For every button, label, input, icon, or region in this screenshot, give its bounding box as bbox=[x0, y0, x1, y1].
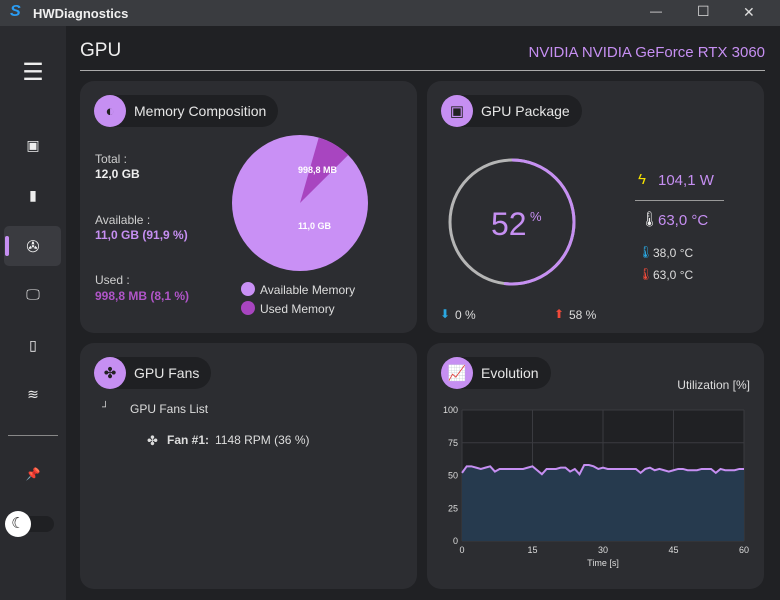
page-title: GPU bbox=[80, 40, 122, 61]
legend-available: Available Memory bbox=[260, 283, 356, 297]
gpu-fans-card: ✤ GPU Fans ┘ GPU Fans List ✤ Fan #1: 114… bbox=[80, 343, 417, 589]
theme-toggle[interactable]: ☾ bbox=[5, 511, 54, 537]
pie-label-available: 11,0 GB bbox=[298, 221, 332, 231]
package-divider bbox=[635, 200, 724, 201]
x-axis-label: Time [s] bbox=[587, 558, 619, 568]
app-title: HWDiagnostics bbox=[33, 6, 129, 21]
card-title: Memory Composition bbox=[134, 103, 267, 119]
legend-swatch-available bbox=[241, 282, 255, 296]
area-chart-icon: 📈 bbox=[441, 357, 473, 389]
load-value: 52 bbox=[491, 206, 527, 242]
temp-value: 63,0 °C bbox=[658, 212, 709, 229]
utilization-area bbox=[462, 465, 744, 541]
header-divider bbox=[80, 70, 765, 71]
gauge-fill bbox=[448, 158, 576, 286]
fan-item-icon: ✤ bbox=[147, 433, 158, 448]
card-title: GPU Fans bbox=[134, 365, 200, 381]
fans-list-label[interactable]: GPU Fans List bbox=[130, 402, 209, 416]
load-gauge bbox=[448, 158, 576, 286]
card-title: GPU Package bbox=[481, 103, 570, 119]
memory-composition-card: ◐ Memory Composition Total : 12,0 GB Ava… bbox=[80, 81, 417, 333]
y-tick-label: 25 bbox=[448, 503, 458, 513]
pie-label-used: 998,8 MB bbox=[298, 165, 338, 175]
minimize-button[interactable]: — bbox=[650, 4, 662, 18]
gpu-icon[interactable]: ✇ bbox=[26, 239, 40, 256]
card-title: Evolution bbox=[481, 365, 539, 381]
x-tick-label: 15 bbox=[527, 545, 537, 555]
min-load: 0 % bbox=[455, 308, 476, 322]
app-logo-icon: S bbox=[10, 3, 21, 20]
close-button[interactable]: ✕ bbox=[743, 4, 755, 20]
temp-max: 63,0 °C bbox=[653, 268, 694, 282]
fan-name: Fan #1: bbox=[167, 433, 210, 447]
active-indicator bbox=[5, 236, 9, 256]
pie-chart-icon: ◐ bbox=[94, 95, 126, 127]
device-name: NVIDIA NVIDIA GeForce RTX 3060 bbox=[528, 44, 765, 61]
memory-icon[interactable]: ▮ bbox=[29, 187, 37, 203]
pie-slice-used bbox=[300, 137, 349, 203]
x-tick-label: 45 bbox=[668, 545, 678, 555]
title-bar: S HWDiagnostics — ☐ ✕ bbox=[0, 0, 780, 26]
x-tick-label: 30 bbox=[598, 545, 608, 555]
maximize-button[interactable]: ☐ bbox=[697, 3, 710, 19]
total-value: 12,0 GB bbox=[95, 167, 140, 181]
fan-value: 1148 RPM (36 %) bbox=[215, 433, 310, 447]
menu-icon[interactable]: ☰ bbox=[22, 59, 44, 86]
x-tick-label: 0 bbox=[459, 545, 464, 555]
utilization-line bbox=[461, 464, 744, 476]
fan-icon: ✤ bbox=[94, 357, 126, 389]
storage-icon[interactable]: ▯ bbox=[29, 337, 37, 353]
display-icon[interactable]: 🖵 bbox=[26, 286, 40, 302]
used-label: Used : bbox=[95, 273, 130, 287]
arrow-up-icon: ⬆ bbox=[554, 307, 565, 321]
y-tick-label: 100 bbox=[443, 405, 458, 415]
y-tick-label: 50 bbox=[448, 471, 458, 481]
package-card-header: ▣ GPU Package bbox=[441, 95, 582, 127]
thermometer-hot-icon: 🌡 bbox=[638, 267, 654, 281]
max-load: 58 % bbox=[569, 308, 597, 322]
lightning-icon: ϟ bbox=[638, 171, 646, 188]
moon-icon[interactable]: ☾ bbox=[5, 511, 31, 537]
memory-card-header: ◐ Memory Composition bbox=[94, 95, 279, 127]
cpu-icon[interactable]: ▣ bbox=[26, 137, 40, 153]
legend-used: Used Memory bbox=[260, 302, 335, 316]
memory-pie-chart: 11,0 GB 998,8 MB bbox=[232, 135, 368, 271]
utilization-chart: 0 25 50 75 100 0 15 30 45 60 Time [s] bbox=[443, 405, 749, 568]
legend-swatch-used bbox=[241, 301, 255, 315]
sidebar: ☰ ▣ ▮ ✇ 🖵 ▯ ≋ 📌 ☾ bbox=[0, 26, 66, 600]
network-icon[interactable]: ≋ bbox=[27, 386, 39, 402]
available-value: 11,0 GB (91,9 %) bbox=[95, 228, 188, 242]
available-label: Available : bbox=[95, 213, 151, 227]
y-tick-label: 75 bbox=[448, 438, 458, 448]
chart-title: Utilization [%] bbox=[677, 378, 750, 392]
evolution-card-header: 📈 Evolution bbox=[441, 357, 551, 389]
pin-icon[interactable]: 📌 bbox=[25, 467, 41, 481]
gpu-package-card: ▣ GPU Package 52 % ⬇ 0 % ⬆ 58 % ϟ 104,1 … bbox=[427, 81, 764, 333]
x-tick-label: 60 bbox=[739, 545, 749, 555]
total-label: Total : bbox=[95, 152, 128, 166]
tree-collapse-icon[interactable]: ┘ bbox=[102, 402, 110, 413]
power-value: 104,1 W bbox=[658, 172, 714, 189]
evolution-card: 📈 Evolution Utilization [%] 0 25 50 75 100 0 1… bbox=[427, 343, 764, 589]
used-value: 998,8 MB (8,1 %) bbox=[95, 289, 190, 303]
sidebar-item-gpu[interactable] bbox=[4, 226, 61, 266]
fans-card-header: ✤ GPU Fans bbox=[94, 357, 212, 389]
sidebar-divider bbox=[8, 435, 58, 436]
temp-min: 38,0 °C bbox=[653, 246, 694, 260]
load-unit: % bbox=[530, 209, 542, 224]
y-tick-label: 0 bbox=[453, 536, 458, 546]
thermometer-icon: 🌡 bbox=[640, 211, 660, 228]
arrow-down-icon: ⬇ bbox=[440, 307, 451, 321]
chip-icon: ▣ bbox=[441, 95, 473, 127]
thermometer-cold-icon: 🌡 bbox=[638, 245, 654, 259]
